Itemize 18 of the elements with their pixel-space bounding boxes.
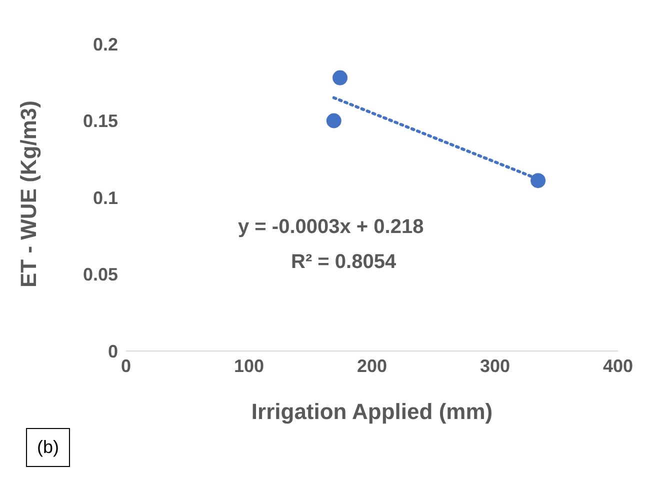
y-tick-label: 0.15	[82, 111, 118, 132]
annotation: R² = 0.8054	[291, 251, 396, 274]
text: (b)	[26, 428, 70, 467]
point	[530, 173, 546, 188]
x-tick-label: 0	[120, 356, 132, 376]
x-tick-label: 200	[356, 356, 388, 376]
y-tick-label: 0.2	[92, 34, 118, 54]
x-tick-label: 300	[480, 356, 510, 376]
annotation: y = -0.0003x + 0.218	[238, 216, 424, 239]
x-axis-title: Irrigation Applied (mm)	[251, 399, 493, 424]
x-tick-label: 400	[602, 356, 634, 376]
y-tick-label: 0.1	[92, 188, 118, 208]
y-tick-label: 0	[108, 341, 118, 362]
y-tick-label: 0.05	[82, 264, 118, 285]
point	[332, 70, 348, 86]
x-tick-label: 100	[234, 356, 264, 376]
y-axis-title: ET - WUE (Kg/m3)	[16, 100, 41, 288]
point	[326, 113, 342, 128]
